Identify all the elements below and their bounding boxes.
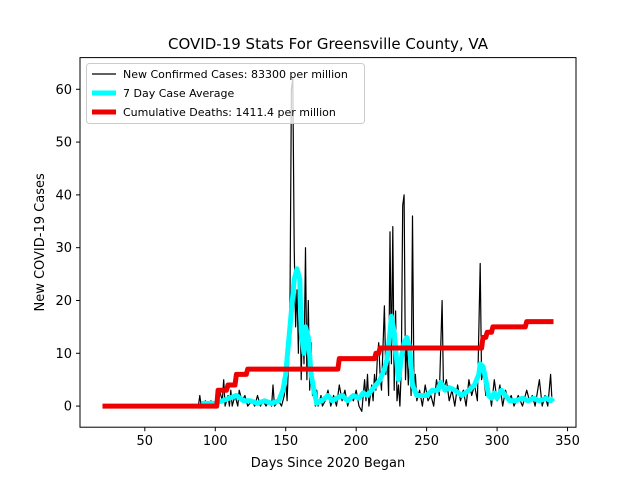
legend-box — [86, 63, 365, 124]
x-axis-ticks: 50 100 150 200 250 300 350 — [137, 427, 580, 449]
y-axis-ticks: 0 10 20 30 40 50 60 — [55, 83, 80, 415]
x-tick-label: 150 — [273, 434, 298, 449]
series-layer — [102, 78, 556, 412]
series-cumulative-deaths — [102, 319, 554, 409]
y-tick-label: 10 — [55, 347, 72, 362]
series-new-confirmed-cases — [102, 78, 554, 412]
x-tick-label: 350 — [555, 434, 580, 449]
legend: New Confirmed Cases: 83300 per million 7… — [86, 63, 365, 124]
legend-label-new-cases: New Confirmed Cases: 83300 per million — [123, 68, 348, 81]
legend-label-cumulative-deaths: Cumulative Deaths: 1411.4 per million — [123, 106, 336, 119]
y-tick-label: 60 — [55, 83, 72, 98]
chart-title: COVID-19 Stats For Greensville County, V… — [168, 35, 489, 53]
x-tick-label: 250 — [414, 434, 439, 449]
y-tick-label: 30 — [55, 241, 72, 256]
legend-label-7-day-average: 7 Day Case Average — [123, 87, 235, 100]
x-tick-label: 50 — [137, 434, 154, 449]
y-tick-label: 20 — [55, 294, 72, 309]
series-7-day-average — [201, 266, 556, 406]
y-tick-label: 50 — [55, 136, 72, 151]
y-axis-label: New COVID-19 Cases — [33, 173, 48, 311]
x-axis-label: Days Since 2020 Began — [251, 456, 406, 471]
x-tick-label: 300 — [485, 434, 510, 449]
y-tick-label: 0 — [64, 400, 72, 415]
x-tick-label: 100 — [203, 434, 228, 449]
plot-frame — [79, 57, 577, 428]
x-tick-label: 200 — [344, 434, 369, 449]
y-tick-label: 40 — [55, 188, 72, 203]
